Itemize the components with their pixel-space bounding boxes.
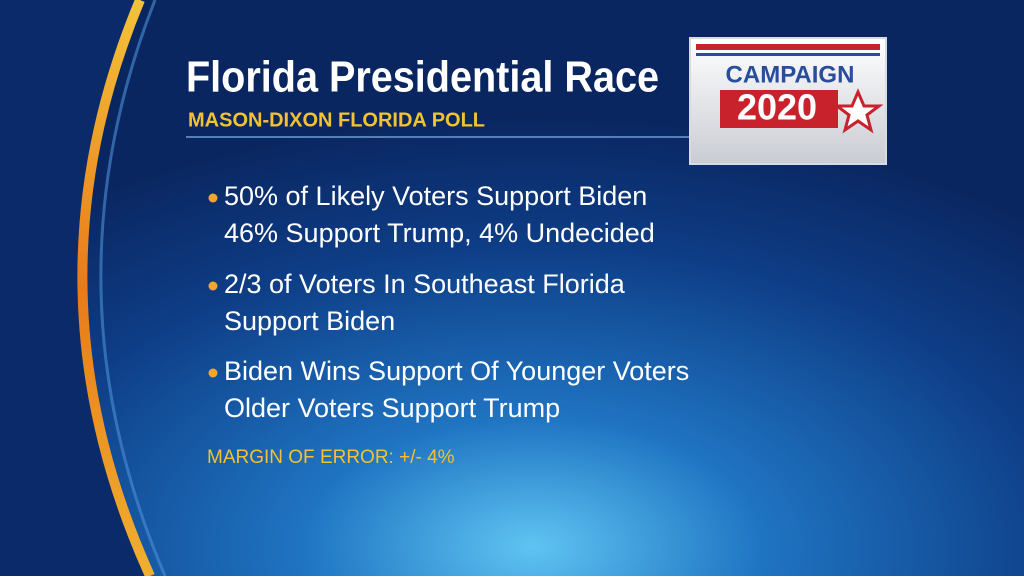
bullet-dot — [208, 368, 218, 378]
footnote: MARGIN OF ERROR: +/- 4% — [207, 447, 455, 468]
logo-star — [832, 88, 884, 134]
logo-stripe — [696, 44, 880, 50]
subtitle: MASON-DIXON FLORIDA POLL — [188, 109, 485, 131]
bullet-text: 50% of Likely Voters Support Biden — [224, 181, 647, 211]
title: Florida Presidential Race — [186, 52, 659, 101]
bullet-text: 2/3 of Voters In Southeast Florida — [224, 269, 626, 299]
bullet-text: 46% Support Trump, 4% Undecided — [224, 218, 655, 248]
bullet-text: Biden Wins Support Of Younger Voters — [224, 356, 689, 386]
logo-bottom: 2020 — [737, 87, 817, 128]
bullet-text: Older Voters Support Trump — [224, 393, 560, 423]
logo-stripe — [696, 53, 880, 56]
accent-arc-inner — [99, 0, 167, 577]
bullet-list: 50% of Likely Voters Support Biden 46% Su… — [208, 181, 689, 423]
logo-red-box — [720, 90, 838, 128]
accent-arc — [77, 0, 155, 579]
campaign-logo: CAMPAIGN 2020 — [689, 37, 887, 165]
left-panel — [0, 0, 150, 576]
bullet-text: Support Biden — [224, 306, 395, 336]
bullet-dot — [208, 281, 218, 291]
bullet-dot — [208, 193, 218, 203]
logo-top: CAMPAIGN — [726, 61, 855, 88]
